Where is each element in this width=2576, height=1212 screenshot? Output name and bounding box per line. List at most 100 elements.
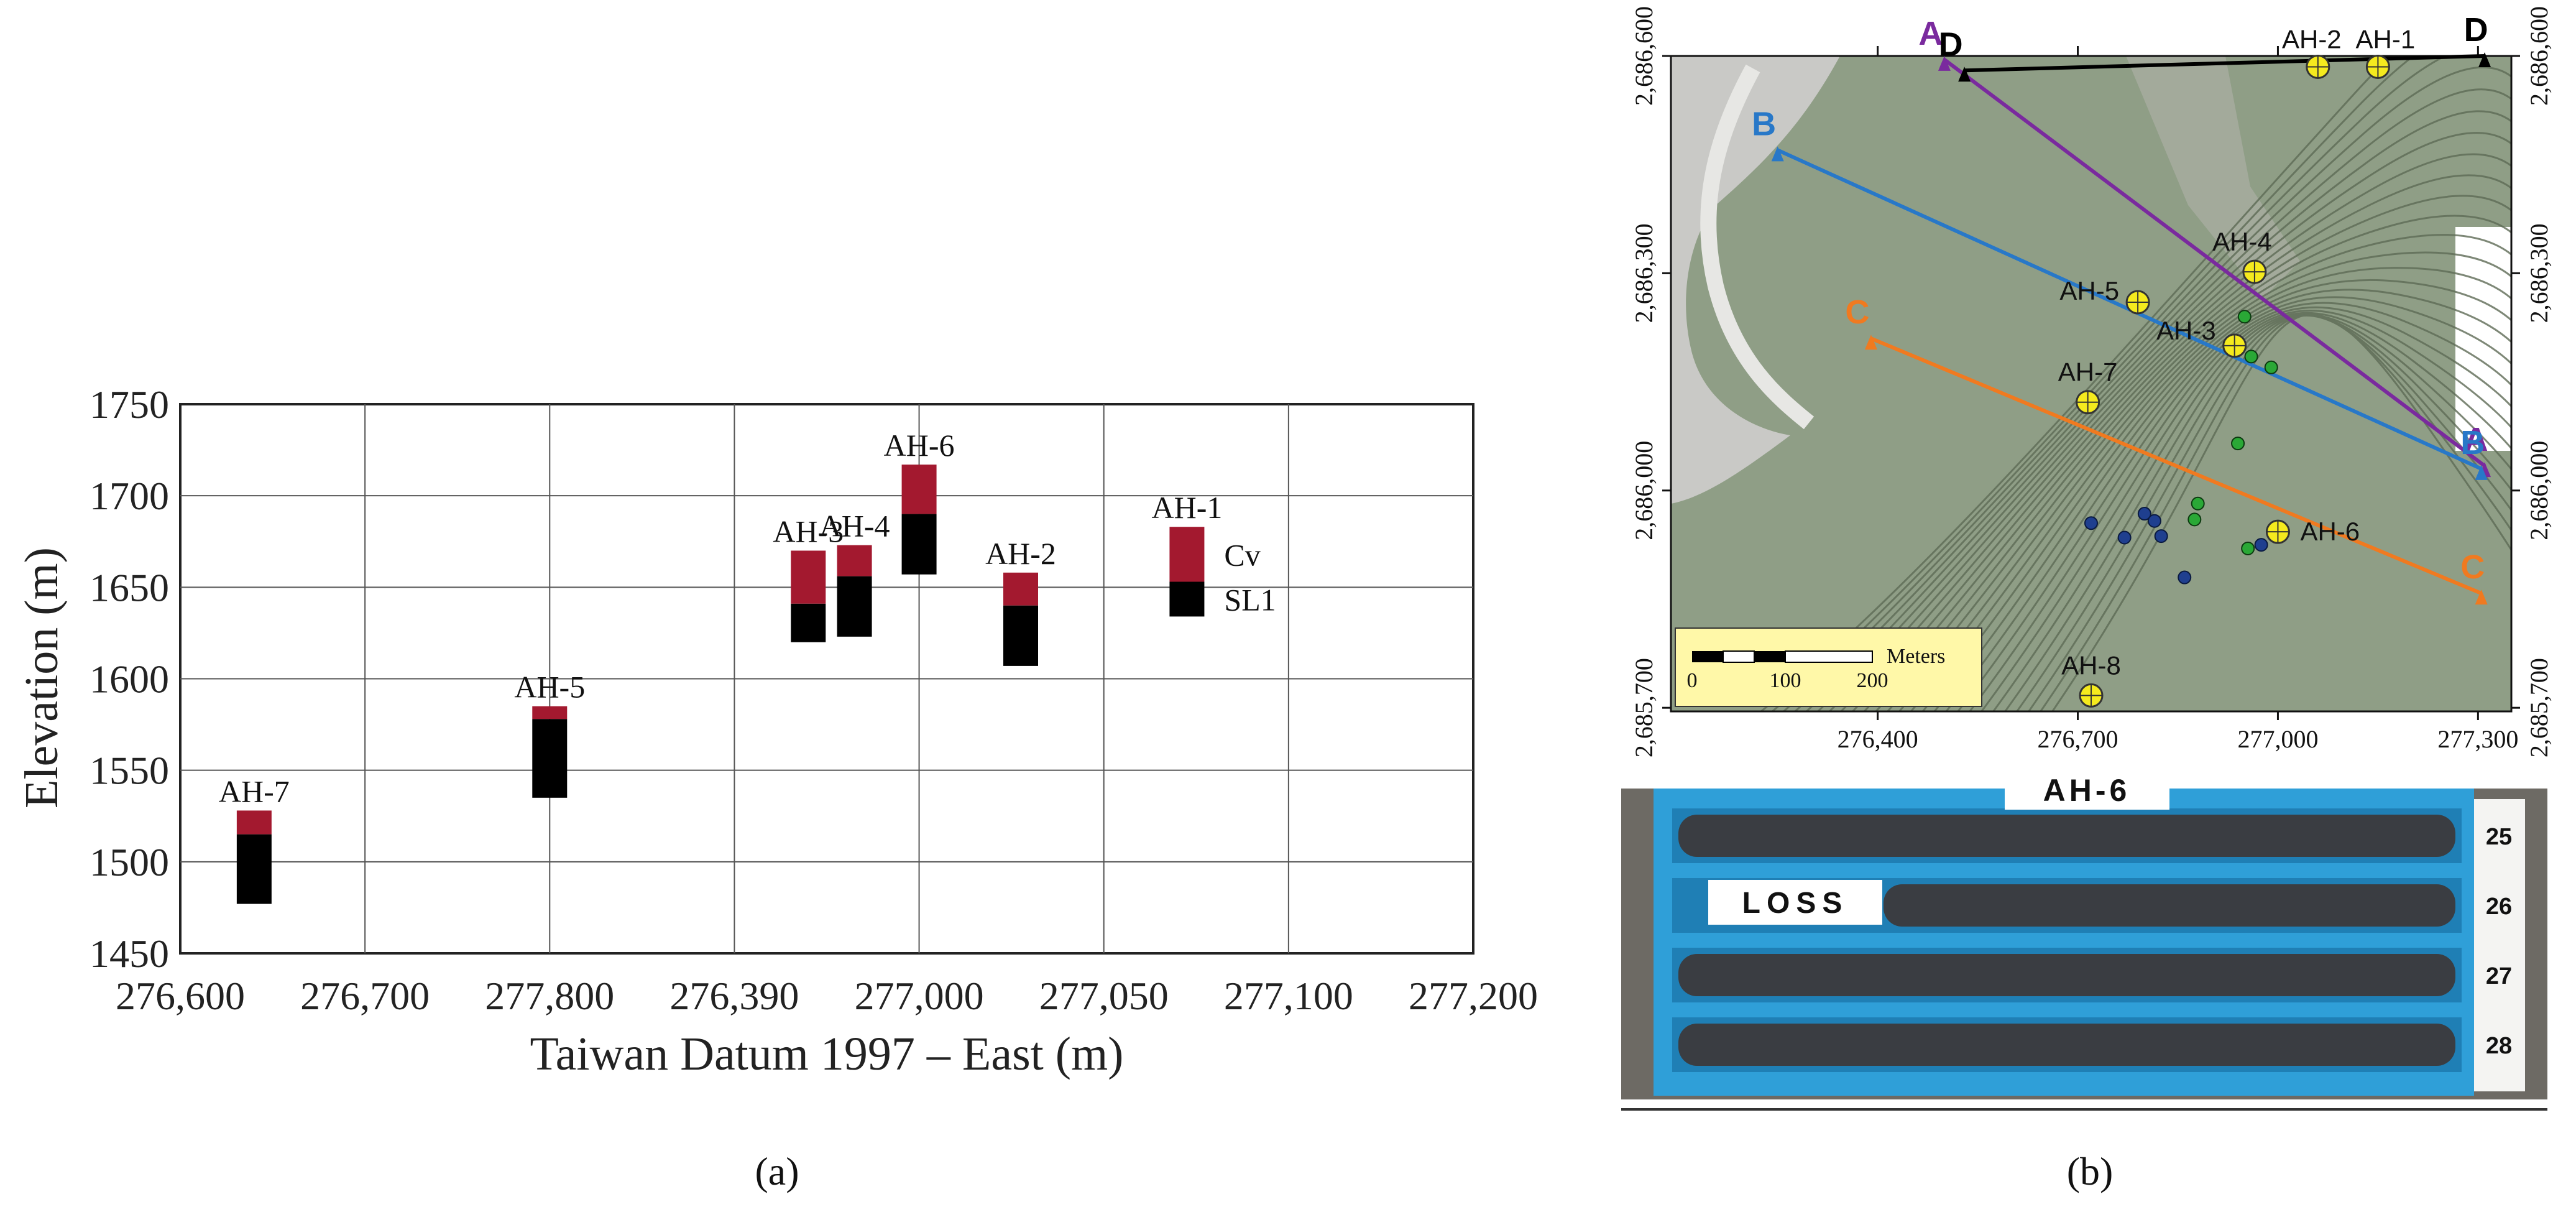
ah-1-sl1-bar: [1169, 581, 1205, 617]
easting-2: 277,000: [2237, 725, 2318, 753]
row-number-27: 27: [2486, 963, 2512, 989]
section-c-end-label: C: [2460, 548, 2485, 586]
y-tick-labels: 1450 1500 1550 1600 1650 1700 1750: [90, 382, 169, 976]
ah-6-map-label: AH-6: [2300, 517, 2360, 546]
y-tick-1550: 1550: [90, 749, 169, 793]
contour-19: [1980, 310, 2511, 711]
x-tick-5: 277,050: [1039, 974, 1169, 1018]
core-title-card: [2005, 770, 2169, 810]
legend: Cv SL1: [1224, 537, 1276, 617]
loss-label: LOSS: [1742, 887, 1849, 920]
y-tick-1500: 1500: [90, 840, 169, 884]
site-map: 2,686,600 2,686,600 2,686,300 2,686,300 2,68…: [1630, 6, 2553, 757]
y-tick-1750: 1750: [90, 382, 169, 427]
section-c-line: [1870, 336, 2482, 595]
contour-8: [1851, 174, 2511, 711]
contour-12: [1898, 251, 2511, 711]
scale-unit: Meters: [1887, 645, 1945, 668]
scale-seg-4: [1785, 650, 1873, 663]
northing-left-0: 2,686,600: [1630, 6, 1658, 106]
scale-bar: 0 100 200 Meters: [1675, 627, 1982, 707]
row-number-28: 28: [2486, 1033, 2512, 1059]
ah-2-sl1-bar: [1003, 605, 1038, 666]
contour-9: [1863, 195, 2511, 711]
village-area: [2126, 56, 2300, 298]
ah-4-sl1-bar: [837, 576, 872, 637]
ah-2-cv-bar: [1003, 572, 1038, 606]
section-c-arrow-1: [2475, 590, 2488, 605]
section-a-end-label: A: [2464, 421, 2488, 458]
map-gap: [2455, 227, 2511, 451]
scale-tick-100: 100: [1770, 669, 1801, 692]
scale-tick-0: 0: [1687, 669, 1698, 692]
y-tick-1450: 1450: [90, 932, 169, 976]
contour-3: [1793, 66, 2511, 711]
row-number-26: 26: [2486, 894, 2512, 920]
contour-2: [1782, 56, 2448, 711]
scale-bar-box: [1675, 627, 1982, 707]
ah-3-sl1-bar: [791, 603, 826, 642]
borehole-bars: [236, 465, 1205, 904]
easting-3: 277,300: [2437, 725, 2518, 753]
section-d-end-label: D: [2464, 11, 2488, 49]
section-a-arrow-0: [1938, 55, 1951, 71]
ah-6-label: AH-6: [884, 428, 955, 463]
x-tick-6: 277,100: [1224, 974, 1353, 1018]
x-tick-2: 277,800: [485, 974, 614, 1018]
contour-23: [2027, 314, 2511, 711]
contour-18: [1968, 306, 2511, 711]
x-tick-3: 276,390: [669, 974, 799, 1018]
x-tick-0: 276,600: [116, 974, 245, 1018]
blue-sample-point: [2178, 570, 2192, 585]
ah-7-sl1-bar: [236, 834, 272, 904]
green-sample-point: [2237, 310, 2252, 324]
section-a-start-label: A: [1918, 15, 1943, 52]
x-tick-1: 276,700: [300, 974, 430, 1018]
ah-8-map-label: AH-8: [2061, 650, 2121, 680]
scale-seg-1: [1692, 651, 1723, 662]
ah-1-map-label: AH-1: [2356, 24, 2416, 53]
easting-1: 276,700: [2038, 725, 2118, 753]
section-b-end-label: B: [2460, 424, 2485, 461]
contour-21: [2003, 313, 2511, 711]
green-sample-point: [2231, 437, 2245, 451]
northing-right-2: 2,686,000: [2525, 441, 2553, 540]
borehole-labels: AH-7 AH-5 AH-3AH-4 AH-6 AH-2 AH-1: [219, 428, 1222, 808]
northing-left-1: 2,686,300: [1630, 223, 1658, 323]
northing-right-3: 2,685,700: [2525, 658, 2553, 757]
section-c-arrow-0: [1864, 335, 1877, 350]
green-sample-point: [2187, 512, 2202, 527]
section-b-arrow-0: [1771, 146, 1784, 162]
ah-2-map-label: AH-2: [2282, 24, 2342, 53]
ah-1-label: AH-1: [1151, 490, 1222, 525]
contour-6: [1828, 132, 2511, 711]
green-sample-point: [2191, 496, 2205, 511]
loss-card: [1708, 880, 1882, 925]
blue-sample-point: [2147, 514, 2161, 528]
ah-7-map-label: AH-7: [2058, 358, 2118, 387]
scale-seg-3: [1754, 651, 1785, 662]
row-number-25: 25: [2486, 824, 2512, 850]
contour-10: [1874, 215, 2511, 711]
contour-4: [1805, 88, 2511, 711]
contour-13: [1910, 267, 2511, 711]
blue-sample-point: [2154, 529, 2168, 544]
legend-cv: Cv: [1224, 537, 1260, 572]
ah-5-label: AH-5: [514, 670, 585, 705]
ah-1-cv-bar: [1169, 527, 1205, 582]
section-b-start-label: B: [1752, 105, 1776, 142]
ah-4-label: AH-4: [819, 509, 890, 544]
x-axis-label: Taiwan Datum 1997 – East (m): [530, 1028, 1123, 1080]
blue-sample-point: [2254, 538, 2268, 552]
contour-16: [1944, 296, 2511, 711]
row-number-card: [2474, 799, 2525, 1091]
green-sample-point: [2241, 541, 2255, 555]
section-d-line: [1964, 54, 2485, 73]
y-tick-1650: 1650: [90, 565, 169, 609]
x-tick-4: 277,000: [855, 974, 984, 1018]
ah-3-cv-bar: [791, 550, 826, 604]
blue-sample-point: [2137, 507, 2151, 521]
ah-7-label: AH-7: [219, 774, 290, 808]
map-boreholes: AH-1 AH-2 AH-4 AH-5 AH-3 AH-7 AH-6 AH-8: [2058, 24, 2416, 708]
